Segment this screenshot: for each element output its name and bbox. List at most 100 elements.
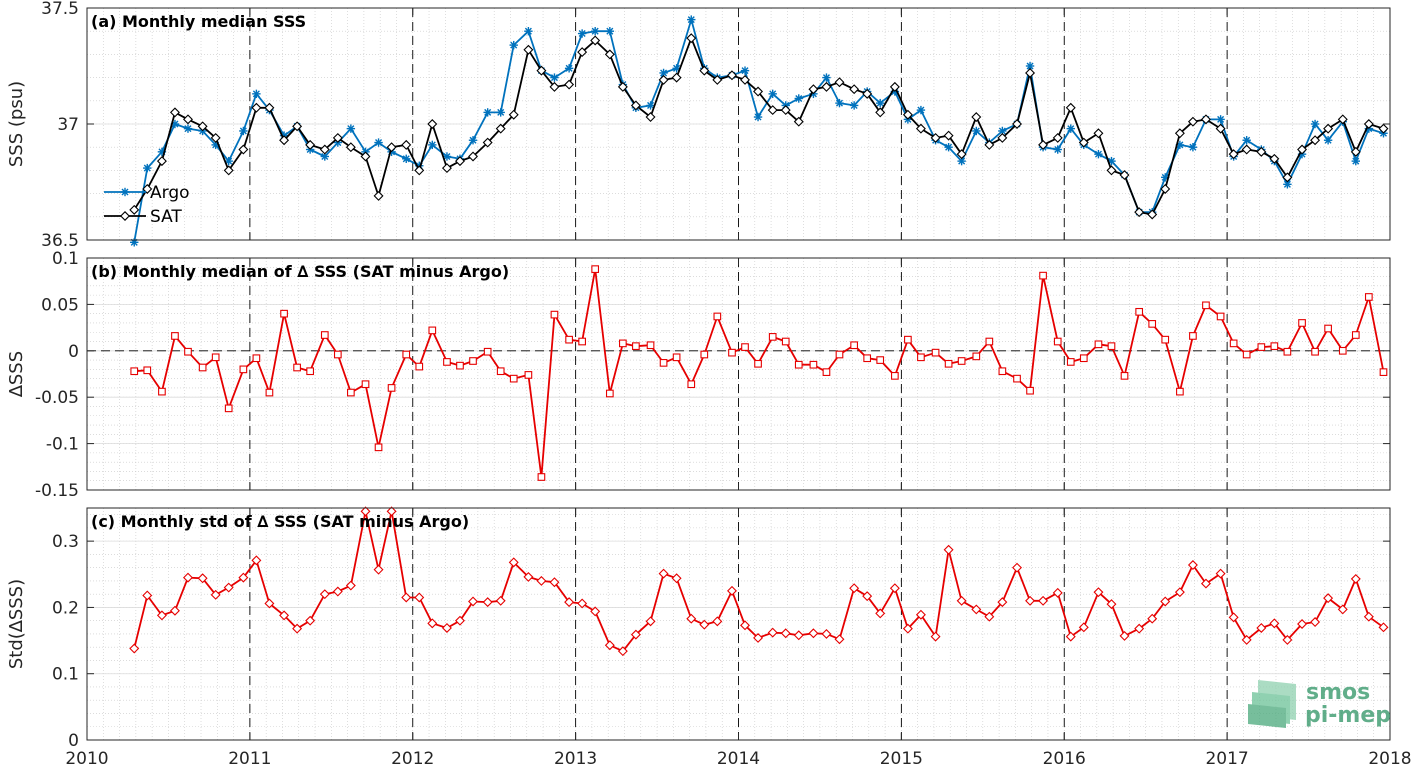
marker-stroke [795, 94, 803, 102]
data-point [957, 156, 966, 166]
y-tick-label: -0.05 [35, 388, 79, 408]
data-point [902, 109, 913, 120]
data-point [1310, 135, 1321, 146]
data-point [1337, 114, 1348, 125]
data-point [1379, 368, 1388, 376]
data-point [1094, 149, 1103, 159]
marker-stroke [1176, 141, 1184, 149]
data-point [524, 371, 533, 379]
data-point [617, 81, 628, 92]
data-point [1241, 144, 1252, 155]
data-point [319, 589, 330, 600]
data-point [1025, 595, 1036, 606]
data-point [1187, 560, 1198, 570]
data-point [1078, 622, 1089, 633]
data-point [944, 359, 953, 368]
marker-stroke [443, 152, 451, 160]
data-point [1364, 293, 1373, 301]
marker-stroke [835, 99, 844, 107]
data-point [821, 81, 832, 92]
data-point [944, 143, 953, 152]
marker-stroke [687, 16, 695, 24]
data-point [671, 72, 682, 83]
data-point [1038, 139, 1049, 150]
x-tick-label: 2014 [717, 749, 760, 768]
data-point [197, 573, 208, 584]
data-point [1228, 612, 1239, 623]
data-point [943, 544, 954, 555]
data-point [849, 101, 859, 110]
x-tick-label: 2011 [228, 749, 271, 768]
data-point [468, 151, 478, 162]
logo-shape [1248, 704, 1286, 728]
marker-stroke [673, 64, 681, 72]
data-point [374, 443, 383, 452]
data-point [956, 149, 967, 160]
data-point [808, 628, 819, 639]
data-point [1241, 634, 1252, 645]
marker-stroke [647, 101, 655, 109]
data-point [565, 335, 573, 344]
data-point [767, 105, 778, 116]
data-point [1311, 347, 1319, 356]
data-point [306, 367, 314, 376]
data-point [550, 310, 559, 319]
legend-label: Argo [150, 183, 190, 203]
marker-stroke [1352, 157, 1360, 165]
marker-stroke [497, 108, 505, 116]
marker-stroke [754, 113, 762, 121]
data-point [1215, 123, 1226, 134]
data-point [428, 326, 437, 335]
x-tick-label: 2010 [65, 749, 108, 768]
marker-stroke [606, 27, 614, 35]
data-point [129, 643, 140, 654]
x-tick-label: 2013 [554, 749, 597, 768]
data-point [1228, 149, 1239, 160]
data-point [835, 98, 844, 108]
data-point [794, 94, 803, 103]
data-point [1257, 343, 1266, 351]
data-point [902, 623, 913, 634]
panels-layer: 36.5 37 37.5 (a) Monthly median SSS SSS (psu… [6, 0, 1391, 751]
data-point [1135, 307, 1144, 316]
data-point [156, 156, 167, 167]
data-point [1094, 340, 1103, 349]
data-point [672, 353, 681, 362]
data-point [1106, 599, 1117, 610]
data-point [1174, 128, 1185, 139]
data-point [468, 136, 478, 145]
argo-series [130, 15, 1388, 247]
data-point [891, 372, 899, 380]
marker-stroke [402, 155, 410, 163]
data-point [1282, 172, 1293, 183]
marker-stroke [1283, 180, 1291, 188]
data-point [1160, 183, 1171, 194]
data-point [849, 84, 860, 95]
data-point [509, 374, 518, 383]
data-point [280, 309, 288, 318]
data-point [292, 623, 303, 634]
data-point [143, 163, 152, 173]
data-point [630, 629, 641, 640]
data-point [345, 142, 356, 153]
marker-stroke [998, 127, 1006, 135]
data-point [251, 102, 262, 113]
data-point [320, 331, 329, 339]
data-point [495, 123, 506, 134]
data-point [1026, 386, 1034, 395]
marker-stroke [958, 157, 966, 165]
data-point [712, 616, 723, 627]
data-point [564, 597, 575, 608]
data-point [1202, 301, 1210, 310]
data-point [508, 109, 519, 120]
data-point [1052, 587, 1063, 598]
data-point [699, 619, 710, 630]
data-point [781, 337, 790, 346]
data-point [373, 190, 384, 201]
data-point [264, 102, 275, 113]
y-tick-label: -0.15 [35, 481, 79, 501]
legend: Argo SAT [104, 183, 190, 227]
data-point [794, 360, 803, 369]
